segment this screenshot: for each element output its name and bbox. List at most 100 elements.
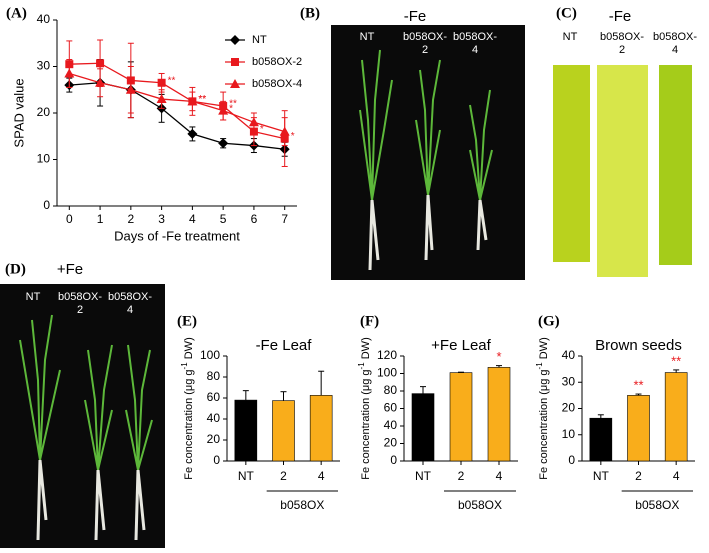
x-tick-label: 2 [635,469,642,483]
bar [411,393,435,462]
group-label: b058OX [635,498,679,512]
y-label-part: Fe concentration (μg g [360,369,372,479]
panel-label: (G) [538,313,560,329]
photo-caption: b058OX- [653,31,697,43]
x-tick-label: NT [415,469,432,483]
photo-title: +Fe [57,261,83,278]
legend-label: NT [252,34,267,46]
photo-caption: b058OX- [108,291,152,303]
panel-label: (C) [556,5,577,21]
y-label-part: -1 [535,362,544,370]
significance: ** [198,94,206,105]
legend-label: b058OX-2 [252,56,302,68]
y-tick-label: 10 [37,152,51,166]
photo-title: -Fe [609,8,632,25]
significance: * [496,349,501,364]
photo-caption: b058OX- [453,31,497,43]
x-tick-label: 4 [496,469,503,483]
panel-label: (D) [5,261,26,277]
y-tick-label: 10 [562,427,576,441]
bar [664,372,688,462]
significance: ** [198,94,206,105]
y-tick-label: 30 [562,374,576,388]
x-tick-label: 2 [458,469,465,483]
leaf [659,65,692,265]
y-tick-label: 40 [384,418,398,432]
y-tick-label: 80 [207,369,221,383]
photo-caption: b058OX- [403,31,447,43]
y-tick-label: 40 [37,12,51,26]
plants-d [19,314,153,471]
y-tick-label: 40 [562,348,576,362]
marker [125,84,136,94]
photo-caption: 2 [619,44,625,56]
marker [230,35,240,45]
marker [218,105,229,115]
y-tick-label: 0 [568,453,575,467]
significance: ** [168,75,176,86]
marker [95,77,106,87]
y-label-part: DW) [183,337,195,362]
y-tick-label: 60 [207,390,221,404]
marker [187,128,198,139]
y-tick-label: 40 [207,411,221,425]
y-label-part: Fe concentration (μg g [183,369,195,479]
y-axis-label: Fe concentration (μg g-1 DW) [535,337,550,479]
y-tick-label: 30 [37,59,51,73]
plants-b [359,49,493,201]
y-tick-label: 0 [213,453,220,467]
x-axis-label: Days of -Fe treatment [114,228,240,243]
y-tick-label: 20 [37,105,51,119]
x-tick-label: 3 [158,212,165,226]
y-tick-label: 100 [200,348,220,362]
y-tick-label: 20 [384,436,398,450]
y-label-part: DW) [360,337,372,362]
panel-label: (B) [300,5,320,21]
x-tick-label: 4 [189,212,196,226]
bar [234,399,258,462]
y-tick-label: 0 [43,198,50,212]
x-tick-label: 5 [220,212,227,226]
series-line [69,72,285,133]
y-tick-label: 80 [384,383,398,397]
x-tick-label: 7 [281,212,288,226]
group-label: b058OX [458,498,502,512]
photo-caption: b058OX- [600,31,644,43]
y-label-part: Fe concentration (μg g [538,369,550,479]
panel-label: (E) [177,313,197,329]
panel-label: (F) [360,313,379,329]
photo-caption: NT [26,291,41,303]
bar [309,395,333,462]
marker [64,68,75,78]
y-tick-label: 60 [384,401,398,415]
panel-label: (A) [6,5,27,21]
roots-d [36,459,146,541]
y-tick-label: 20 [562,401,576,415]
photo-caption: NT [360,31,375,43]
x-tick-label: 2 [128,212,135,226]
y-tick-label: 100 [377,366,397,380]
photo-caption: b058OX- [58,291,102,303]
chart-title: -Fe Leaf [256,337,313,354]
significance: ** [671,353,681,368]
roots-b [368,194,488,271]
x-tick-label: 0 [66,212,73,226]
legend-label: b058OX-4 [252,78,302,90]
bar [272,400,295,462]
significance: ** [229,99,237,110]
marker [231,58,239,66]
y-axis-label: SPAD value [11,78,26,147]
marker [248,117,259,127]
chart-title: Brown seeds [595,337,682,354]
x-tick-label: 1 [97,212,104,226]
y-label-part: DW) [538,337,550,362]
marker [279,126,290,136]
marker [157,78,166,87]
marker [230,79,240,88]
x-tick-label: NT [238,469,255,483]
y-tick-label: 20 [207,432,221,446]
series-line [69,62,285,140]
y-axis-label: Fe concentration (μg g-1 DW) [357,337,372,479]
